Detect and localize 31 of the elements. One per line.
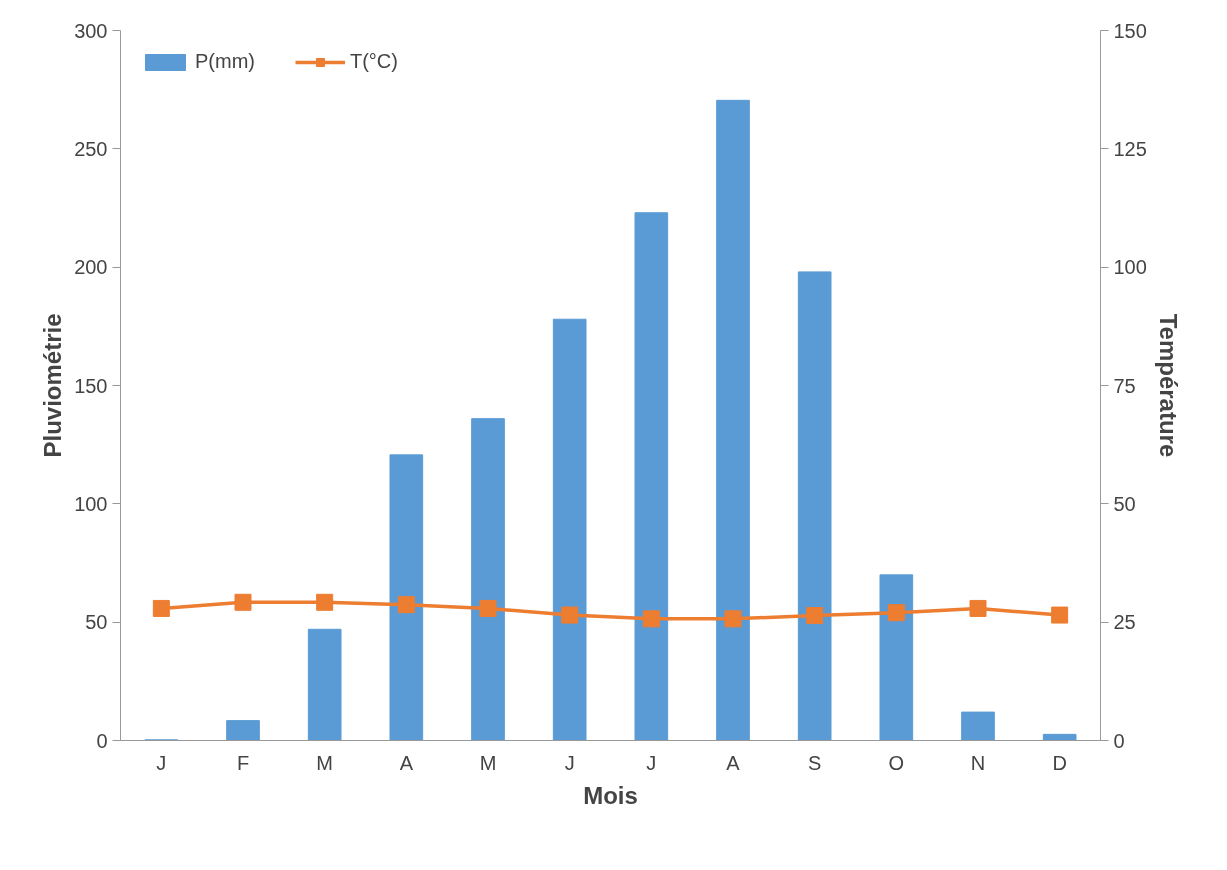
- x-tick-label: A: [399, 751, 414, 774]
- y-tick-label: 300: [74, 19, 108, 42]
- y2-tick-label: 75: [1113, 374, 1136, 397]
- x-tick-label: J: [156, 751, 167, 774]
- x-tick-label: N: [970, 751, 986, 774]
- x-tick-label: M: [316, 751, 334, 774]
- x-axis-title: Mois: [583, 781, 638, 809]
- x-tick-label: D: [1052, 751, 1067, 774]
- x-tick-label: F: [236, 751, 250, 774]
- y2-tick-label: 0: [1113, 729, 1125, 752]
- x-tick-label: A: [726, 751, 741, 774]
- x-tick-label: J: [646, 751, 657, 774]
- y-tick-label: 100: [74, 492, 108, 515]
- y-tick-label: 50: [85, 611, 108, 634]
- y2-axis-title: Température: [1154, 313, 1182, 458]
- x-tick-label: S: [808, 751, 822, 774]
- y2-tick-label: 100: [1113, 256, 1147, 279]
- y-axis-title: Pluviométrie: [39, 313, 67, 458]
- y2-tick-label: 150: [1113, 19, 1147, 42]
- y2-tick-label: 50: [1113, 492, 1136, 515]
- y-tick-label: 250: [74, 137, 108, 160]
- y2-tick-label: 125: [1113, 137, 1147, 160]
- x-tick-label: J: [564, 751, 575, 774]
- y-tick-label: 0: [96, 729, 108, 752]
- legend-label: P(mm): [195, 50, 255, 73]
- y-tick-label: 150: [74, 374, 108, 397]
- x-tick-label: O: [888, 751, 905, 774]
- x-tick-label: M: [479, 751, 497, 774]
- y-tick-label: 200: [74, 256, 108, 279]
- y2-tick-label: 25: [1113, 611, 1136, 634]
- legend-label: T(°C): [349, 50, 398, 73]
